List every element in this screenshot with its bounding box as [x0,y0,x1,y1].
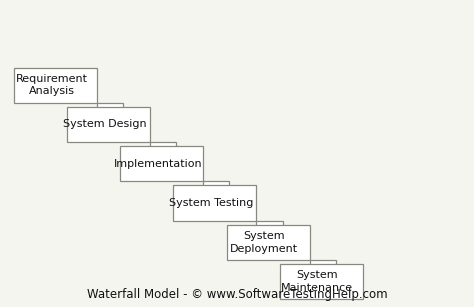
Text: Implementation: Implementation [113,159,202,169]
Bar [150,142,176,157]
Bar [67,107,150,142]
Bar [14,68,97,103]
Text: System Design: System Design [63,119,146,130]
Bar [120,146,203,181]
Bar [256,221,283,235]
Bar [173,185,256,221]
Bar [203,181,229,196]
Text: Waterfall Model - © www.SoftwareTestingHelp.com: Waterfall Model - © www.SoftwareTestingH… [87,288,387,301]
Bar [310,260,336,275]
Bar [280,264,363,299]
Bar [227,225,310,260]
Bar [97,103,123,118]
Text: System
Deployment: System Deployment [230,231,298,254]
Text: Requirement
Analysis: Requirement Analysis [16,74,88,96]
Text: System
Maintenance: System Maintenance [281,270,353,293]
Text: System Testing: System Testing [169,198,253,208]
